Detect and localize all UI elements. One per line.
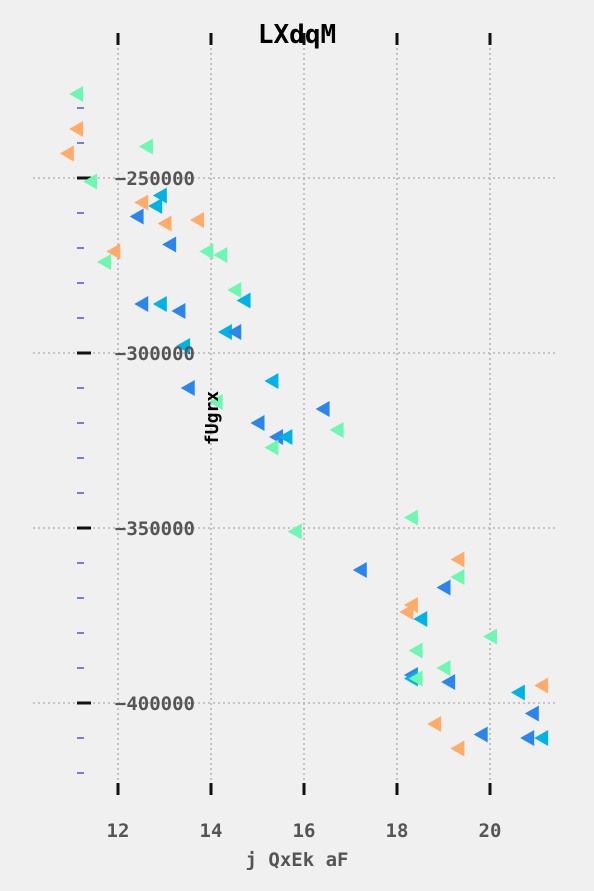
data-point <box>483 628 497 645</box>
data-point <box>450 740 465 757</box>
data-point <box>213 247 228 263</box>
x-tick-labels: 12 14 16 18 20 <box>107 820 502 842</box>
data-point <box>520 730 535 746</box>
data-point <box>250 415 265 431</box>
data-point <box>436 579 451 596</box>
data-point <box>534 677 549 694</box>
data-point <box>138 138 153 155</box>
data-point <box>83 173 98 190</box>
data-point <box>162 236 177 253</box>
data-points <box>59 86 549 757</box>
data-point <box>106 243 121 260</box>
x-tick-label: 16 <box>293 820 316 842</box>
data-point <box>427 716 442 732</box>
data-point <box>403 597 418 613</box>
x-tick-label: 20 <box>479 820 502 842</box>
y-tick-label: −350000 <box>115 518 195 540</box>
axis-ticks <box>77 33 492 795</box>
data-point <box>413 611 428 627</box>
data-point <box>436 660 451 676</box>
data-point <box>208 394 223 410</box>
y-tick-label: −300000 <box>115 343 195 365</box>
data-point <box>227 324 242 340</box>
data-point <box>441 674 456 690</box>
data-point <box>157 215 172 232</box>
x-axis-label: j QxEk aF <box>246 849 349 871</box>
data-point <box>287 523 302 540</box>
data-point <box>171 303 186 319</box>
y-tick-label: −400000 <box>115 693 195 715</box>
x-tick-label: 18 <box>386 820 409 842</box>
data-point <box>264 373 279 389</box>
data-point <box>329 422 344 438</box>
x-tick-label: 12 <box>107 820 130 842</box>
data-point <box>129 208 144 225</box>
y-tick-labels: −250000 −300000 −350000 −400000 <box>115 168 195 715</box>
data-point <box>134 194 149 211</box>
data-point <box>148 198 163 214</box>
data-point <box>264 439 279 456</box>
data-point <box>152 187 167 204</box>
grid-lines <box>33 33 558 795</box>
data-point <box>315 401 330 417</box>
data-point <box>227 282 242 298</box>
data-point <box>199 243 214 260</box>
data-point <box>59 145 74 162</box>
data-point <box>408 642 423 659</box>
data-point <box>97 254 112 270</box>
data-point <box>278 429 293 445</box>
data-point <box>134 296 149 312</box>
data-point <box>510 684 525 701</box>
data-point <box>180 380 195 396</box>
data-point <box>69 121 84 137</box>
data-point <box>524 705 539 722</box>
data-point <box>217 324 232 340</box>
data-point <box>450 551 465 568</box>
data-point <box>176 338 191 354</box>
data-point <box>152 296 167 312</box>
data-point <box>403 509 418 526</box>
chart-title: LXdqM <box>258 20 336 50</box>
data-point <box>236 292 251 309</box>
y-tick-label: −250000 <box>115 168 195 190</box>
data-point <box>269 429 284 445</box>
x-tick-label: 14 <box>200 820 223 842</box>
data-point <box>352 562 367 578</box>
data-point <box>399 604 414 620</box>
data-point <box>534 730 549 746</box>
data-point <box>190 212 205 228</box>
data-point <box>473 726 488 743</box>
y-axis-label: fUgrx <box>202 391 223 445</box>
data-point <box>69 86 84 102</box>
data-point <box>408 670 423 687</box>
data-point <box>450 569 465 585</box>
